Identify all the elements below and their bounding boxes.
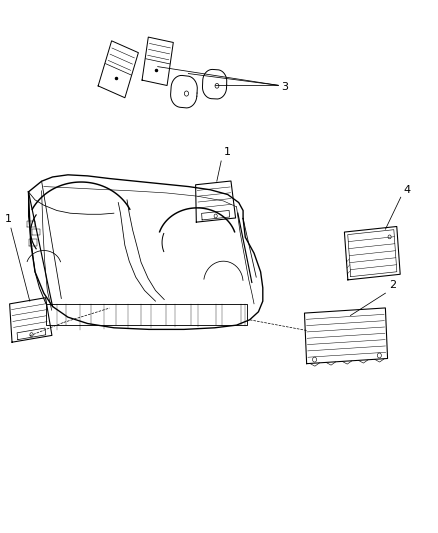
Text: 4: 4 — [403, 184, 410, 195]
Text: 1: 1 — [223, 147, 230, 157]
Text: 3: 3 — [281, 83, 288, 92]
Text: 1: 1 — [4, 214, 11, 224]
Text: 2: 2 — [389, 280, 396, 290]
